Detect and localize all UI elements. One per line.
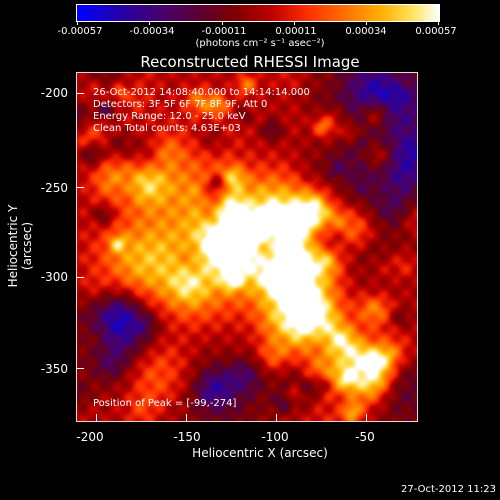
x-tick xyxy=(96,414,97,422)
y-tick-label: -200 xyxy=(40,86,68,100)
colorbar-tick xyxy=(294,21,295,25)
colorbar-tick xyxy=(149,21,150,25)
y-tick xyxy=(76,187,84,188)
colorbar-tick xyxy=(438,21,439,25)
colorbar-label: -0.00034 xyxy=(129,26,175,37)
colorbar-label: 0.00057 xyxy=(415,26,457,37)
y-tick-label: -250 xyxy=(40,181,68,195)
x-tick-label: -50 xyxy=(355,430,375,444)
y-tick xyxy=(76,93,84,94)
x-tick-label: -150 xyxy=(173,430,201,444)
colorbar-label: 0.00011 xyxy=(275,26,317,37)
detectors-text: Detectors: 3F 5F 6F 7F 8F 9F, Att 0 xyxy=(93,99,268,110)
image-title: Reconstructed RHESSI Image xyxy=(140,53,360,71)
colorbar-tick xyxy=(77,21,78,25)
heatmap-image xyxy=(77,73,417,421)
y-axis-label: Heliocentric Y (arcsec) xyxy=(6,204,34,288)
colorbar-tick xyxy=(366,21,367,25)
colorbar-label: -0.00011 xyxy=(201,26,247,37)
y-tick-label: -300 xyxy=(40,270,68,284)
x-axis-label: Heliocentric X (arcsec) xyxy=(192,446,328,460)
colorbar-label: -0.00057 xyxy=(57,26,103,37)
y-tick xyxy=(76,277,84,278)
clean-counts-text: Clean Total counts: 4.63E+03 xyxy=(93,123,241,134)
colorbar-units: (photons cm⁻² s⁻¹ asec⁻²) xyxy=(195,38,325,49)
y-tick xyxy=(76,368,84,369)
render-timestamp: 27-Oct-2012 11:23 xyxy=(401,484,496,495)
peak-position-text: Position of Peak = [-99,-274] xyxy=(93,398,237,409)
energy-range-text: Energy Range: 12.0 - 25.0 keV xyxy=(93,111,246,122)
x-tick xyxy=(276,414,277,422)
x-tick xyxy=(186,414,187,422)
colorbar-tick xyxy=(222,21,223,25)
x-tick-label: -100 xyxy=(261,430,289,444)
solar-image-plot: 26-Oct-2012 14:08:40.000 to 14:14:14.000… xyxy=(76,72,418,422)
colorbar-label: 0.00034 xyxy=(345,26,387,37)
colorbar xyxy=(76,4,440,22)
x-tick xyxy=(366,414,367,422)
x-tick-label: -200 xyxy=(76,430,104,444)
y-tick-label: -350 xyxy=(40,362,68,376)
time-range-text: 26-Oct-2012 14:08:40.000 to 14:14:14.000 xyxy=(93,87,310,98)
